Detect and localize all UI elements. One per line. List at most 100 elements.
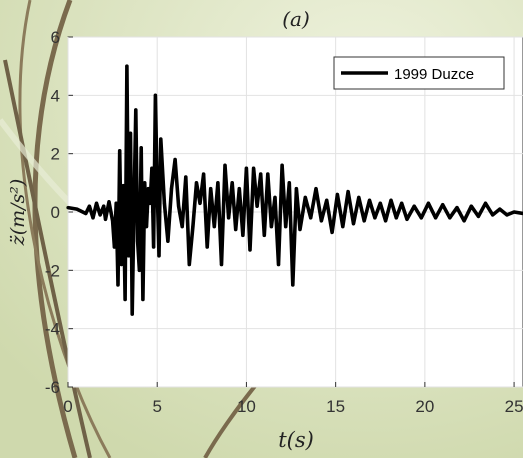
x-tick-label: 5	[152, 397, 161, 416]
data-point	[152, 245, 156, 249]
data-point	[98, 213, 102, 217]
data-point	[234, 227, 238, 232]
data-point	[180, 224, 184, 229]
data-point	[462, 219, 466, 223]
x-tick-label: 25	[505, 397, 523, 416]
data-point	[330, 230, 334, 235]
data-point	[280, 163, 284, 167]
data-point	[184, 175, 188, 179]
data-point	[219, 262, 224, 267]
data-point	[66, 206, 70, 210]
data-point	[216, 181, 220, 185]
data-point	[157, 254, 161, 258]
data-point	[134, 108, 138, 112]
data-point	[287, 181, 291, 185]
data-point	[309, 216, 313, 220]
data-point	[209, 187, 213, 191]
data-point	[205, 245, 209, 249]
data-point	[314, 187, 318, 191]
y-tick-label: -4	[45, 320, 60, 339]
data-point	[123, 297, 127, 302]
data-point	[325, 198, 329, 202]
data-point	[159, 137, 163, 141]
data-point	[128, 131, 133, 135]
data-point	[319, 219, 323, 223]
data-point	[284, 224, 288, 229]
data-point	[121, 184, 125, 188]
data-point	[153, 93, 158, 97]
data-point	[291, 283, 295, 287]
data-point	[141, 297, 145, 302]
data-point	[255, 204, 259, 208]
data-point	[137, 268, 141, 272]
data-point	[148, 201, 152, 205]
y-tick-labels: -6 -4 -2 0 2 4 6	[45, 28, 60, 397]
data-point	[194, 181, 199, 185]
y-tick-label: -6	[45, 378, 60, 397]
data-point	[378, 201, 382, 205]
data-point	[237, 187, 241, 191]
data-point	[269, 224, 274, 229]
data-point	[248, 248, 252, 252]
data-point	[405, 217, 409, 221]
data-point	[191, 224, 195, 229]
data-point	[266, 172, 270, 176]
data-point	[116, 283, 120, 287]
data-point	[512, 210, 516, 214]
data-point	[146, 187, 150, 191]
x-tick-label: 15	[326, 397, 345, 416]
data-point	[346, 189, 350, 194]
legend-label: 1999 Duzce	[394, 66, 474, 83]
decorative-stem	[3, 59, 92, 458]
data-point	[155, 187, 159, 191]
data-point	[87, 204, 92, 208]
data-point	[400, 201, 404, 205]
data-point	[455, 206, 459, 210]
data-point	[94, 201, 99, 205]
data-point	[273, 195, 277, 200]
data-point	[114, 201, 118, 205]
data-point	[223, 163, 227, 167]
data-point	[212, 224, 216, 229]
data-point	[476, 214, 480, 218]
data-point	[448, 216, 452, 220]
x-axis-label: t(s)	[278, 428, 314, 452]
data-point	[351, 222, 356, 226]
data-point	[373, 216, 377, 220]
data-point	[341, 224, 345, 229]
data-point	[125, 64, 129, 68]
data-point	[276, 262, 281, 267]
data-point	[150, 166, 154, 170]
y-axis-label: z̈(m/s²)	[7, 179, 29, 247]
data-point	[139, 146, 143, 150]
data-point	[102, 204, 106, 208]
data-point	[362, 219, 366, 223]
data-point	[251, 166, 256, 170]
data-point	[143, 181, 147, 185]
data-point	[144, 224, 149, 229]
decorative-stem	[203, 378, 262, 458]
data-point	[162, 201, 166, 205]
data-point	[426, 201, 431, 205]
data-point	[294, 187, 298, 191]
data-point	[198, 201, 202, 205]
data-point	[103, 217, 108, 221]
data-point	[187, 262, 191, 267]
y-tick-label: 4	[51, 86, 60, 105]
y-tick-label: 2	[51, 145, 60, 164]
data-point	[367, 198, 372, 202]
y-tick-label: 6	[51, 28, 60, 47]
data-point	[419, 216, 423, 220]
decorative-stem	[18, 0, 112, 458]
data-point	[226, 216, 231, 220]
data-point	[173, 157, 177, 162]
chart-title: (a)	[282, 7, 310, 31]
grid	[67, 36, 523, 388]
x-tick-labels: 0 5 10 15 20 25	[63, 397, 523, 416]
data-point	[335, 192, 340, 197]
data-point	[169, 187, 174, 191]
data-point	[119, 262, 124, 267]
data-point	[384, 219, 388, 223]
data-point	[230, 181, 234, 185]
data-point	[130, 312, 134, 316]
